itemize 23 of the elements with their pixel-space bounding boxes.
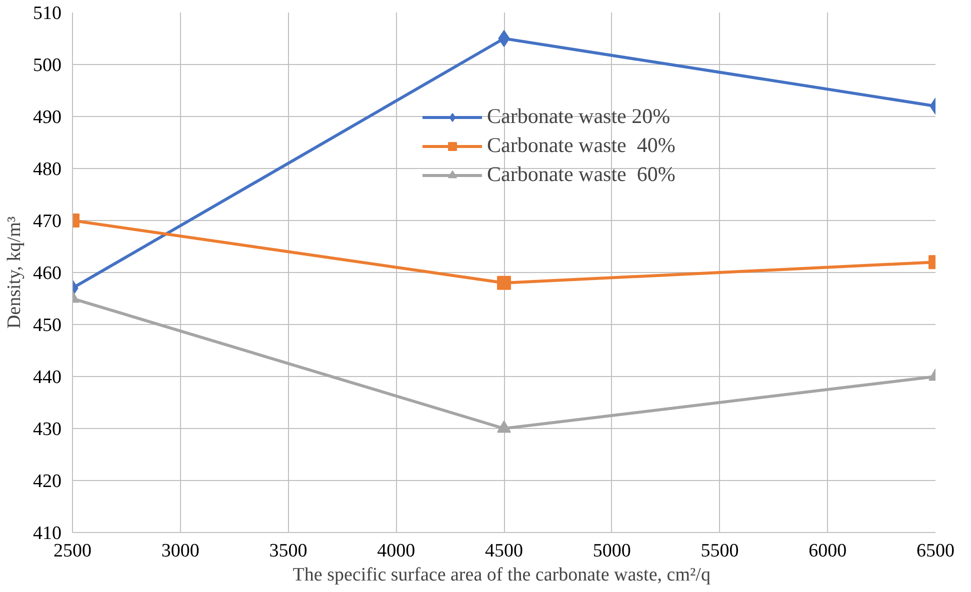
y-tick-label: 430	[33, 419, 62, 440]
y-tick-label: 490	[33, 107, 62, 128]
x-axis-title: The specific surface area of the carbonate waste, cm²/q	[292, 564, 711, 586]
x-tick-label: 5000	[592, 540, 631, 562]
x-tick-label: 4000	[377, 540, 416, 562]
x-tick-label: 3000	[161, 540, 200, 562]
y-tick-label: 510	[33, 3, 62, 24]
y-tick-label: 450	[33, 315, 62, 336]
x-tick-label: 6000	[808, 540, 847, 562]
legend-label: Carbonate waste 20%	[487, 104, 670, 129]
y-tick-label: 500	[33, 55, 62, 76]
legend-label: Carbonate waste 60%	[487, 162, 676, 187]
x-tick-label: 4500	[485, 540, 523, 562]
x-tick-label: 5500	[700, 540, 739, 562]
y-axis-title: Density, kq/m³	[4, 216, 25, 329]
y-tick-label: 420	[33, 471, 62, 492]
y-tick-label: 460	[33, 263, 62, 284]
legend-label: Carbonate waste 40%	[487, 133, 676, 158]
y-tick-label: 440	[33, 367, 62, 388]
x-tick-label: 6500	[916, 540, 954, 562]
y-tick-label: 470	[33, 211, 62, 232]
y-tick-label: 480	[33, 159, 62, 180]
x-tick-label: 3500	[269, 540, 308, 562]
